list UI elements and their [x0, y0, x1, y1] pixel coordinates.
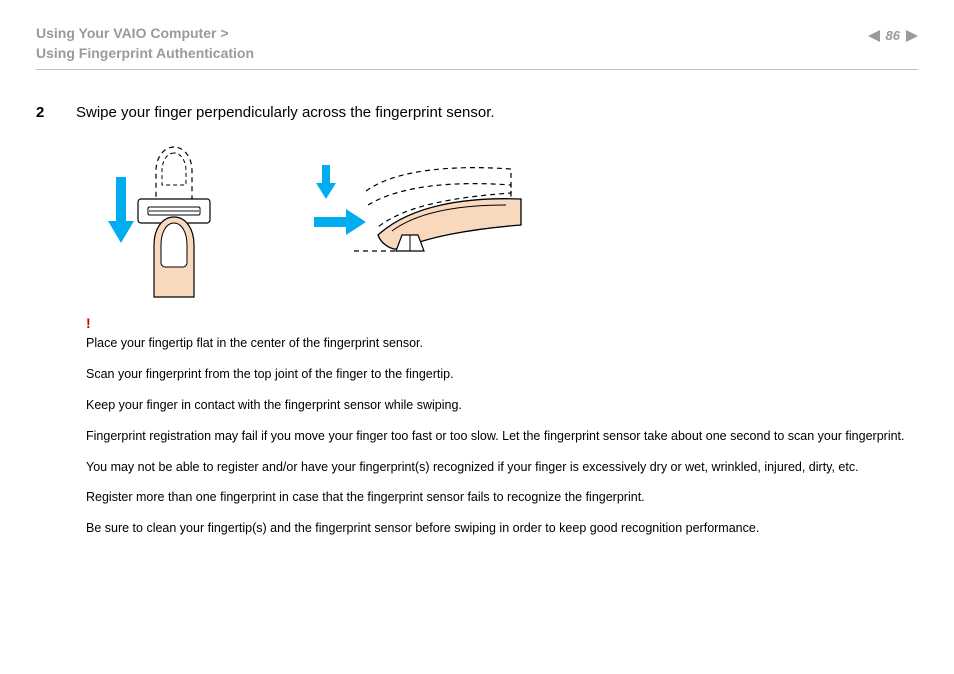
- breadcrumb-line2: Using Fingerprint Authentication: [36, 44, 918, 64]
- fingerprint-figure: [96, 139, 918, 304]
- prev-page-icon[interactable]: [868, 30, 880, 42]
- warning-notes: ! Place your fingertip flat in the cente…: [86, 314, 918, 537]
- header-rule: [36, 69, 918, 70]
- next-page-icon[interactable]: [906, 30, 918, 42]
- note-line: Register more than one fingerprint in ca…: [86, 489, 918, 506]
- step-row: 2 Swipe your finger perpendicularly acro…: [36, 104, 918, 121]
- step-text: Swipe your finger perpendicularly across…: [76, 104, 495, 121]
- step-number: 2: [36, 104, 76, 121]
- page-nav: 86: [868, 28, 918, 43]
- note-line: Be sure to clean your fingertip(s) and t…: [86, 520, 918, 537]
- breadcrumb: Using Your VAIO Computer > Using Fingerp…: [36, 24, 918, 63]
- warning-icon: !: [86, 314, 918, 333]
- note-line: Fingerprint registration may fail if you…: [86, 428, 918, 445]
- breadcrumb-line1: Using Your VAIO Computer >: [36, 24, 918, 44]
- page-number: 86: [886, 28, 900, 43]
- note-line: Scan your fingerprint from the top joint…: [86, 366, 918, 383]
- note-line: Place your fingertip flat in the center …: [86, 335, 918, 352]
- note-line: You may not be able to register and/or h…: [86, 459, 918, 476]
- note-line: Keep your finger in contact with the fin…: [86, 397, 918, 414]
